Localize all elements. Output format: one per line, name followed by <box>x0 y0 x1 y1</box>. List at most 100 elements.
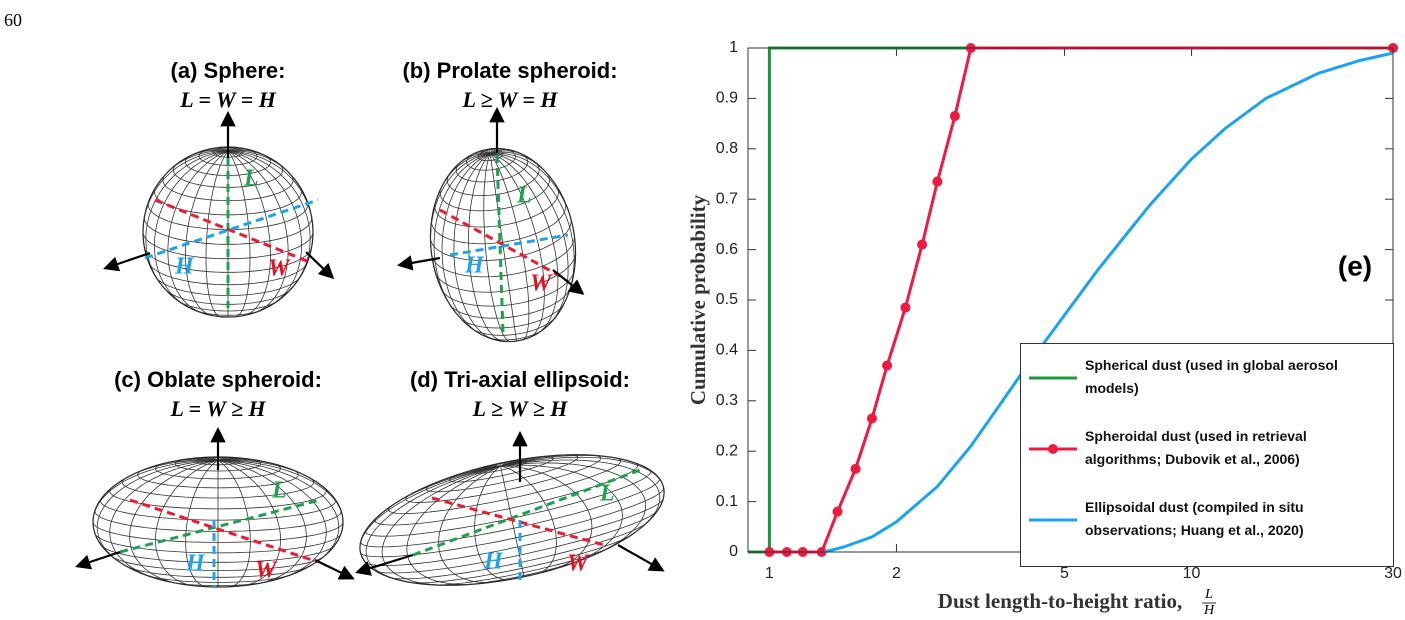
y-tick-label: 0.3 <box>716 392 738 409</box>
grid-line <box>227 148 253 152</box>
label-h: H <box>185 551 206 577</box>
grid-line <box>142 150 229 230</box>
panel-relation: L ≥ W ≥ H <box>472 396 569 421</box>
legend-entry: Spherical dust (used in global aerosol m… <box>1021 354 1393 410</box>
x-label-denominator: H <box>1203 603 1215 618</box>
grid-line <box>490 152 575 232</box>
grid-line <box>500 464 623 564</box>
legend-label: Spheroidal dust (used in retrieval algor… <box>1085 428 1307 467</box>
label-l: L <box>243 166 259 192</box>
series-marker <box>900 302 911 313</box>
grid-line <box>227 151 251 318</box>
grid-line <box>217 459 314 481</box>
grid-line <box>489 153 517 342</box>
x-tick-label: 10 <box>1183 565 1201 582</box>
label-l: L <box>516 183 532 209</box>
x-tick-label: 1 <box>765 565 774 582</box>
grid-line <box>227 150 314 230</box>
grid-line <box>500 462 647 553</box>
grid-line <box>477 150 491 155</box>
grid-line <box>500 459 661 533</box>
grid-line <box>484 149 491 155</box>
x-tick-label: 30 <box>1384 565 1402 582</box>
grid-line <box>227 150 303 306</box>
arrow <box>355 553 414 576</box>
grid-line <box>92 459 219 520</box>
grid-line <box>188 149 229 157</box>
grid-line <box>217 459 251 588</box>
grid-line <box>209 456 219 461</box>
grid-line <box>217 459 327 579</box>
y-tick-label: 1 <box>729 39 738 56</box>
grid-line <box>181 458 219 461</box>
series-marker <box>850 463 861 474</box>
grid-line <box>203 148 229 152</box>
grid-line <box>438 465 501 583</box>
panel-relation: L ≥ W = H <box>461 87 558 112</box>
arrow <box>617 544 665 572</box>
grid-line <box>433 153 491 316</box>
x-tick-label: 2 <box>892 565 901 582</box>
label-w: W <box>255 558 278 584</box>
grid-line <box>483 153 511 342</box>
y-tick-label: 0.8 <box>716 140 738 157</box>
grid-line <box>453 153 493 340</box>
grid-line <box>468 153 502 342</box>
y-tick-label: 0.6 <box>716 241 738 258</box>
grid-line <box>500 454 571 467</box>
y-tick-label: 0.4 <box>716 342 738 359</box>
grid-line <box>227 147 243 152</box>
y-tick-label: 0 <box>729 543 738 560</box>
grid-line <box>217 459 340 565</box>
grid-line <box>365 465 501 582</box>
axis-l <box>412 468 641 557</box>
arrow <box>103 251 151 272</box>
legend: Spherical dust (used in global aerosol m… <box>1020 343 1394 567</box>
grid-line <box>185 150 229 316</box>
legend-label: Spherical dust (used in global aerosol m… <box>1085 357 1338 396</box>
label-h: H <box>174 254 195 280</box>
grid-line <box>155 459 219 586</box>
grid-line <box>489 149 511 155</box>
grid-line <box>500 458 527 467</box>
grid-line <box>490 150 524 156</box>
grid-line <box>490 151 549 176</box>
grid-line <box>489 153 545 338</box>
grid-line <box>406 465 501 585</box>
y-axis-label: Cumulative probability <box>686 194 710 405</box>
legend-marker <box>1048 444 1058 454</box>
grid-line <box>160 459 219 465</box>
label-h: H <box>464 253 485 279</box>
grid-line <box>500 456 545 467</box>
axis-w <box>154 198 313 265</box>
arrow <box>305 251 335 280</box>
legend-swatch <box>1029 518 1077 522</box>
grid-line <box>439 153 491 191</box>
grid-line <box>227 150 293 178</box>
panel-title: (b) Prolate spheroid: <box>402 58 617 83</box>
panel-relation: L = W ≥ H <box>169 396 266 421</box>
grid-line <box>96 459 219 565</box>
series-marker <box>882 360 893 371</box>
line-number: 60 <box>4 10 22 30</box>
grid-line <box>153 150 229 306</box>
legend-label: Ellipsoidal dust (compiled in situ obser… <box>1085 499 1304 538</box>
grid-line <box>213 147 229 152</box>
x-label-numerator: L <box>1204 587 1213 602</box>
grid-line <box>129 459 219 584</box>
grid-line <box>490 153 575 300</box>
label-w: W <box>530 271 553 297</box>
series-marker <box>832 506 843 517</box>
grid-line <box>109 459 219 579</box>
axis-l <box>495 154 505 334</box>
arrow <box>314 559 355 580</box>
grid-line <box>500 460 511 467</box>
grid-line <box>489 148 491 154</box>
label-l: L <box>271 478 287 504</box>
grid-line <box>359 465 501 551</box>
grid-line <box>217 456 227 461</box>
legend-swatch <box>1029 376 1077 380</box>
grid-line <box>441 153 491 334</box>
axis-w <box>439 208 561 278</box>
